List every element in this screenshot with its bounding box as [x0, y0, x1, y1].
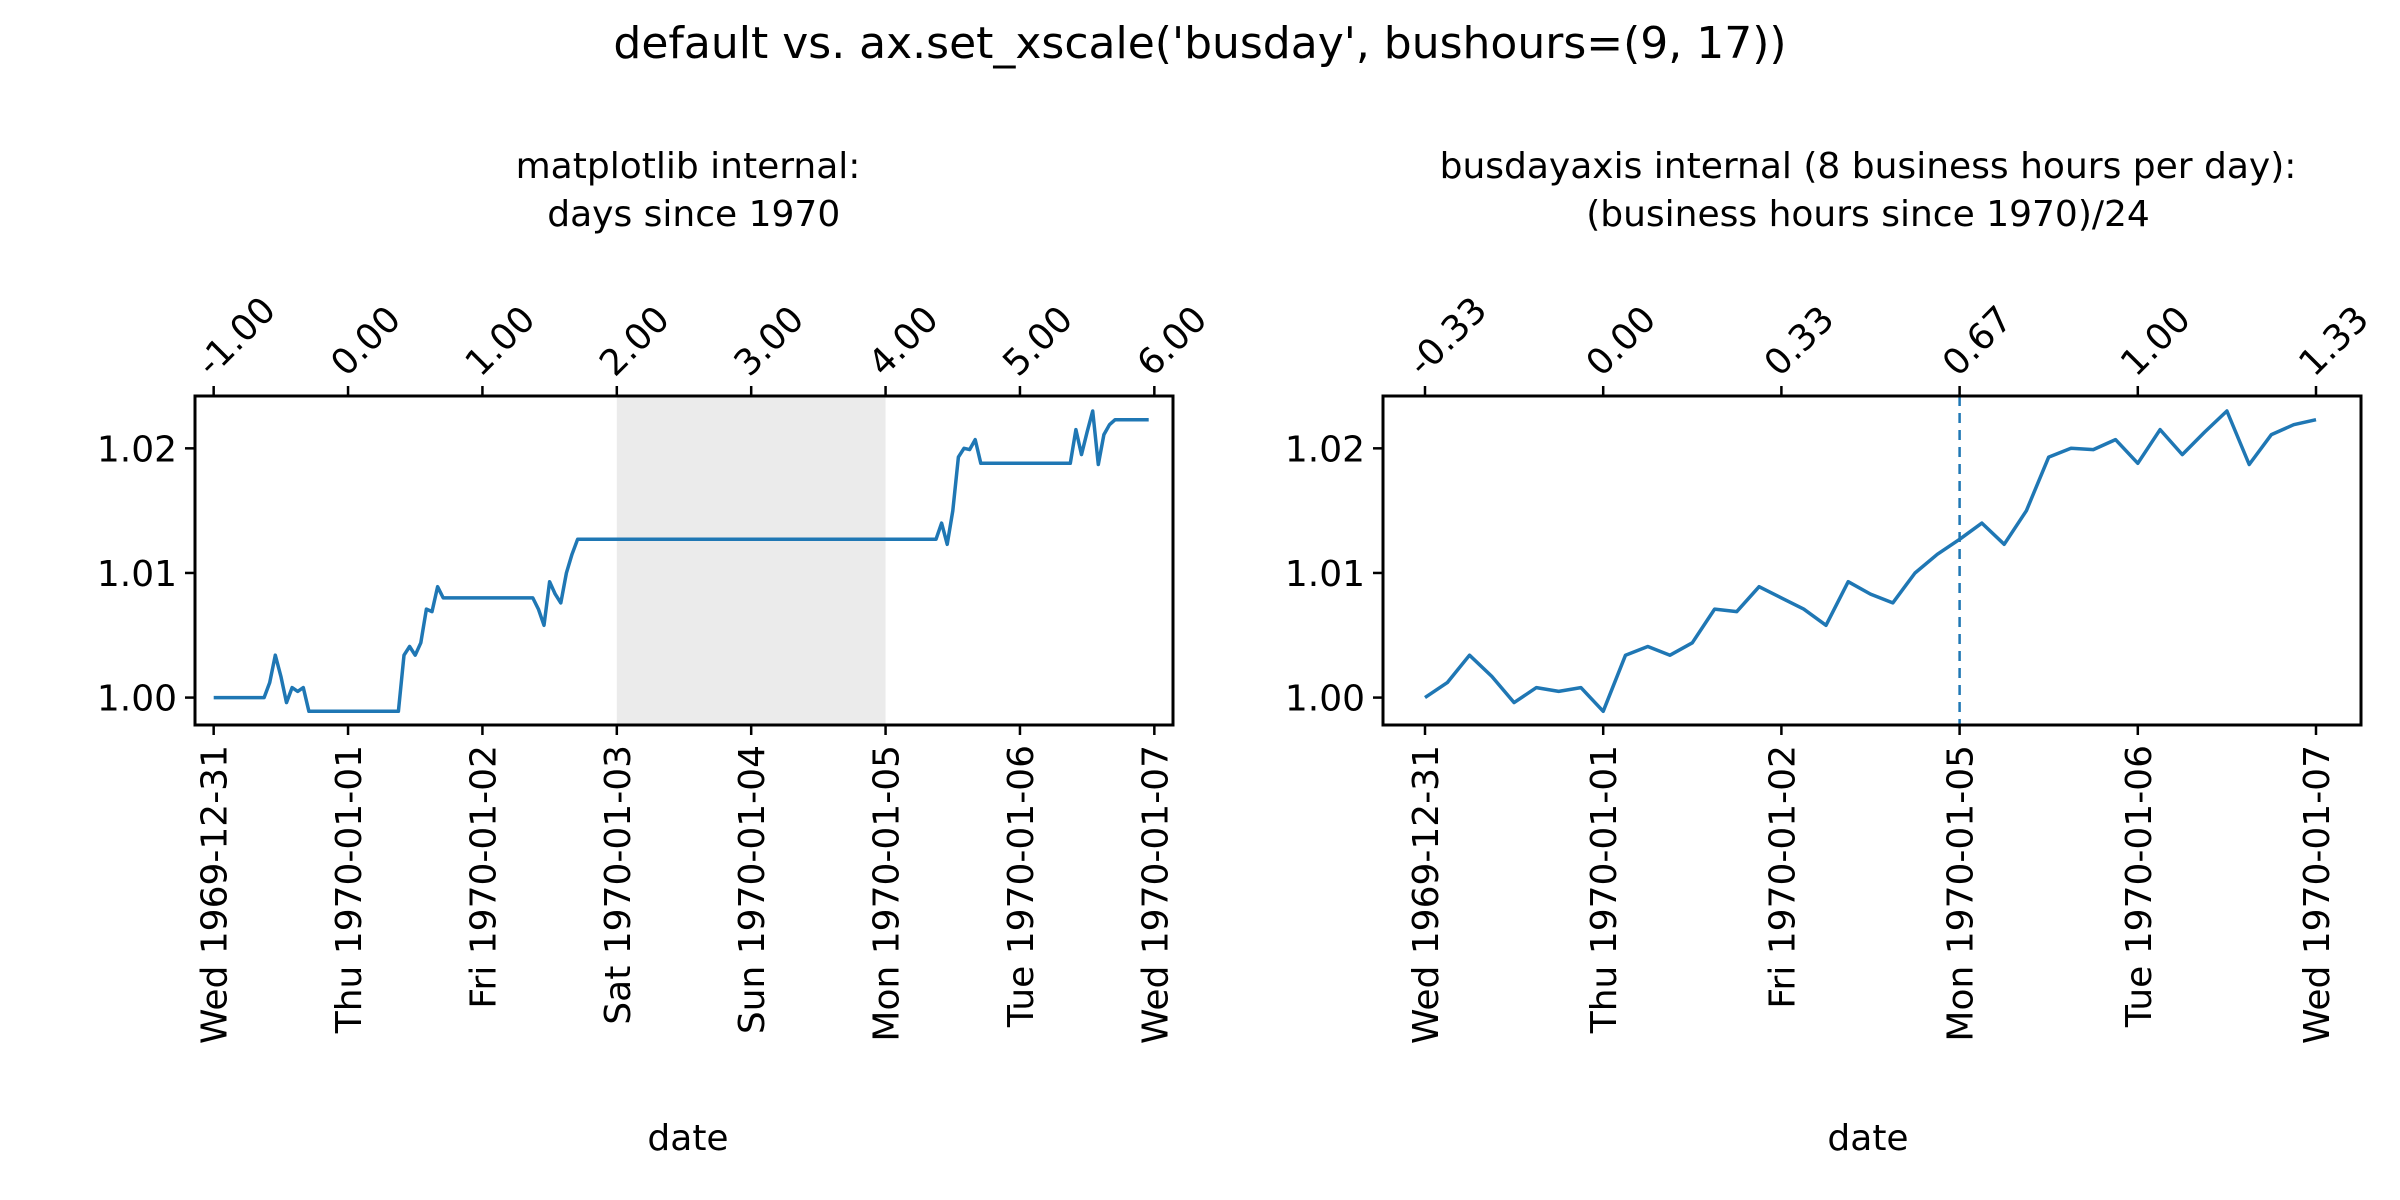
x-tick-label: Tue 1970-01-06	[2119, 745, 2160, 1028]
top-x-tick-label: -0.33	[1400, 290, 1495, 385]
top-x-tick-label: 1.00	[458, 299, 544, 385]
x-tick-label: Fri 1970-01-02	[1762, 745, 1803, 1009]
x-axis-label: date	[647, 1118, 728, 1159]
panel-title: busdayaxis internal (8 business hours pe…	[1440, 146, 2297, 235]
x-tick-label: Mon 1970-01-05	[867, 745, 908, 1042]
x-tick-label: Wed 1970-01-07	[1135, 745, 1176, 1044]
panel-1: 1.00 1.01 1.02 Wed 1969-12-31 Thu 1970-01-01…	[97, 146, 1215, 1159]
y-tick-label: 1.01	[97, 554, 177, 595]
x-tick-label: Thu 1970-01-01	[329, 745, 370, 1034]
data-series-line	[1425, 411, 2316, 711]
x-tick-label: Wed 1969-12-31	[1406, 745, 1447, 1044]
x-tick-label: Sun 1970-01-04	[732, 745, 773, 1034]
x-tick-label: Thu 1970-01-01	[1584, 745, 1625, 1034]
top-x-tick-label: 1.00	[2113, 299, 2199, 385]
top-x-tick-label: 4.00	[861, 299, 947, 385]
top-x-tick-label: 0.67	[1935, 299, 2021, 385]
x-tick-label: Fri 1970-01-02	[463, 745, 504, 1009]
y-tick-label: 1.02	[97, 429, 177, 470]
panel-title-line: (business hours since 1970)/24	[1586, 194, 2150, 235]
y-tick-label: 1.01	[1285, 554, 1365, 595]
x-tick-label: Tue 1970-01-06	[1001, 745, 1042, 1028]
panel-title: matplotlib internal: days since 1970	[516, 146, 861, 235]
x-tick-label: Wed 1970-01-07	[2297, 745, 2338, 1044]
panel-title-line: matplotlib internal:	[516, 146, 861, 187]
x-tick-label: Sat 1970-01-03	[598, 745, 639, 1025]
x-axis-label: date	[1827, 1118, 1908, 1159]
x-tick-label: Mon 1970-01-05	[1941, 745, 1982, 1042]
weekend-shade	[617, 396, 886, 725]
top-x-tick-label: 1.33	[2291, 299, 2377, 385]
axes-frame	[1383, 396, 2361, 725]
top-x-tick-label: 0.33	[1757, 299, 1843, 385]
y-tick-label: 1.00	[97, 679, 177, 720]
x-tick-label: Wed 1969-12-31	[195, 745, 236, 1044]
panel-title-line: days since 1970	[536, 194, 840, 235]
figure-title: default vs. ax.set_xscale('busday', bush…	[613, 18, 1786, 69]
top-x-tick-label: 0.00	[1579, 299, 1665, 385]
top-x-tick-label: 3.00	[727, 299, 813, 385]
y-tick-label: 1.02	[1285, 429, 1365, 470]
top-x-tick-label: 5.00	[995, 299, 1081, 385]
top-x-tick-label: 2.00	[592, 299, 678, 385]
y-tick-label: 1.00	[1285, 679, 1365, 720]
top-x-tick-label: 0.00	[323, 299, 409, 385]
top-x-tick-label: 6.00	[1130, 299, 1216, 385]
panel-title-line: busdayaxis internal (8 business hours pe…	[1440, 146, 2297, 187]
top-x-tick-label: -1.00	[189, 290, 284, 385]
panel-2: 1.00 1.01 1.02 Wed 1969-12-31 Thu 1970-01-01…	[1285, 146, 2377, 1159]
